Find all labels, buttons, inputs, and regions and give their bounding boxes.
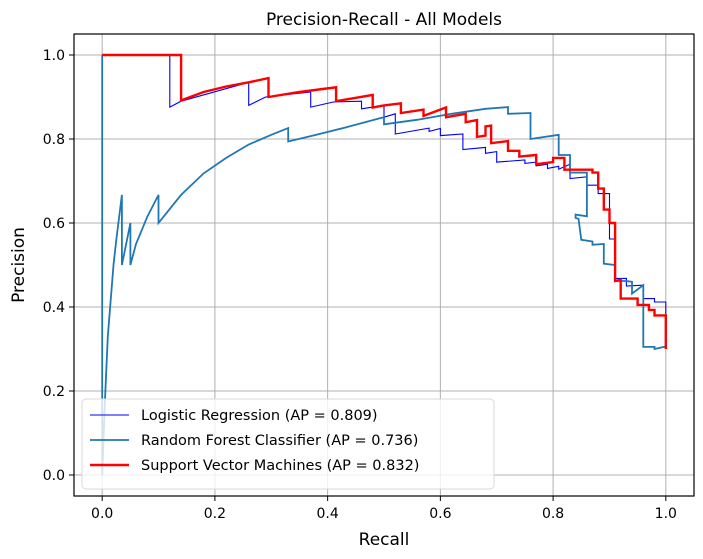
y-axis: 0.0 0.2 0.4 0.6 0.8 1.0 xyxy=(43,48,74,484)
series-line-2 xyxy=(102,53,667,349)
y-tick-label: 0.4 xyxy=(43,300,65,316)
axes-frame xyxy=(73,33,695,497)
y-tick-label: 0.0 xyxy=(43,468,65,484)
x-tick-label: 0.4 xyxy=(317,506,339,522)
x-tick-label: 1.0 xyxy=(655,506,677,522)
y-tick-label: 0.2 xyxy=(43,384,65,400)
legend-box xyxy=(81,398,495,490)
y-tick-label: 1.0 xyxy=(43,48,65,64)
legend-label-1: Random Forest Classifier (AP = 0.736) xyxy=(141,433,418,449)
x-tick-label: 0.6 xyxy=(429,506,451,522)
chart-title: Precision-Recall - All Models xyxy=(266,10,502,30)
x-axis-label: Recall xyxy=(359,530,410,550)
x-axis: 0.0 0.2 0.4 0.6 0.8 1.0 xyxy=(91,496,677,522)
y-tick-label: 0.6 xyxy=(43,216,65,232)
series-group xyxy=(101,53,667,476)
series-line-0 xyxy=(102,54,667,316)
x-tick-label: 0.0 xyxy=(91,506,113,522)
legend-label-0: Logistic Regression (AP = 0.809) xyxy=(141,408,378,424)
series-line-1 xyxy=(101,55,666,476)
y-tick-label: 0.8 xyxy=(43,132,65,148)
x-tick-label: 0.2 xyxy=(204,506,226,522)
legend: Logistic Regression (AP = 0.809) Random F… xyxy=(81,398,495,490)
legend-label-2: Support Vector Machines (AP = 0.832) xyxy=(141,458,419,474)
x-tick-label: 0.8 xyxy=(542,506,564,522)
y-axis-label: Precision xyxy=(9,227,29,303)
